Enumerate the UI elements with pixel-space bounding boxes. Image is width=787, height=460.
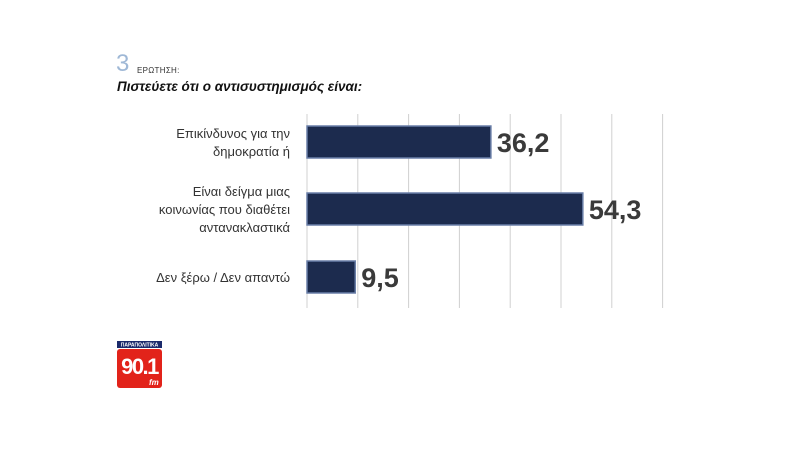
logo-suffix: fm — [149, 378, 159, 387]
value-label: 54,3 — [589, 195, 642, 225]
logo-badge — [117, 349, 162, 388]
category-label: Επικίνδυνος για την — [176, 126, 290, 141]
category-label: δημοκρατία ή — [213, 144, 290, 159]
logo-banner — [117, 341, 162, 348]
category-label: αντανακλαστικά — [199, 220, 290, 235]
question-label: ΕΡΩΤΗΣΗ: — [137, 66, 180, 75]
bar — [306, 125, 492, 159]
category-label: Δεν ξέρω / Δεν απαντώ — [156, 270, 290, 285]
logo-number: 90.1 — [121, 354, 159, 379]
category-label: Είναι δείγμα μιας — [193, 184, 290, 199]
label-layer: 36,2 Επικίνδυνος για την δημοκρατία ή 54,3 Ε… — [156, 126, 641, 293]
logo-top-text: ΠΑΡΑΠΟΛΙΤΙΚΑ — [121, 343, 159, 349]
bar — [306, 192, 584, 226]
bar — [306, 260, 357, 294]
value-label: 9,5 — [361, 263, 399, 293]
question-number: 3 — [116, 50, 130, 77]
radio-logo: ΠΑΡΑΠΟΛΙΤΙΚΑ 90.1 fm — [117, 341, 162, 388]
category-label: κοινωνίας που διαθέτει — [159, 202, 290, 217]
value-label: 36,2 — [497, 128, 550, 158]
bar-layer — [306, 125, 584, 294]
question-text: Πιστεύετε ότι ο αντισυστημισμός είναι: — [117, 79, 363, 94]
